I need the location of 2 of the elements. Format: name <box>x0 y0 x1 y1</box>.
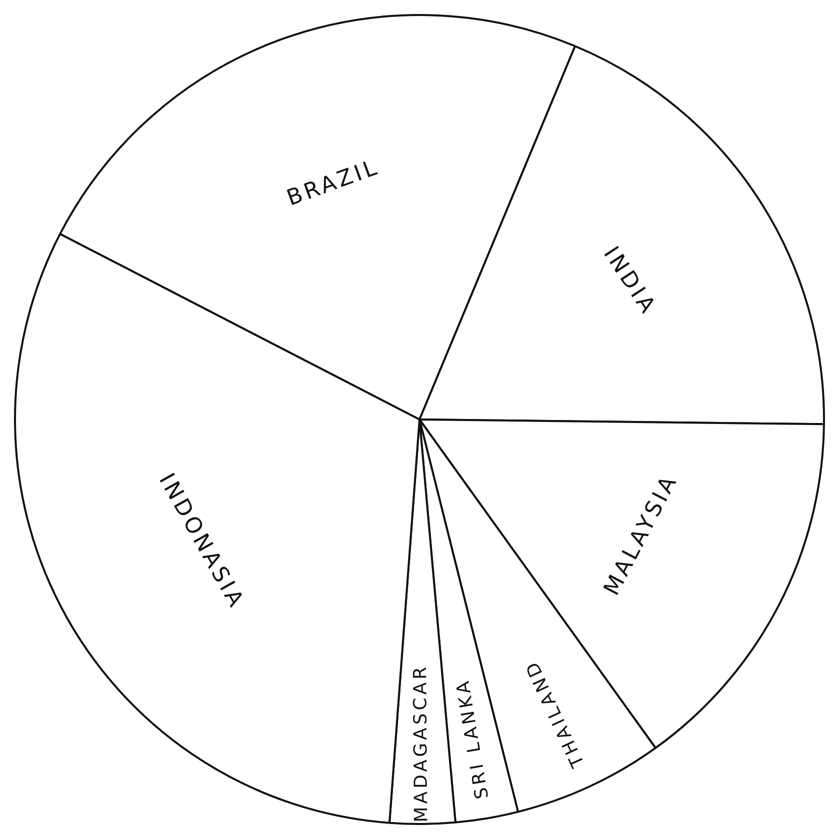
slice-label: MADAGASCAR <box>410 664 432 822</box>
slice-label: SRI LANKA <box>452 676 494 801</box>
